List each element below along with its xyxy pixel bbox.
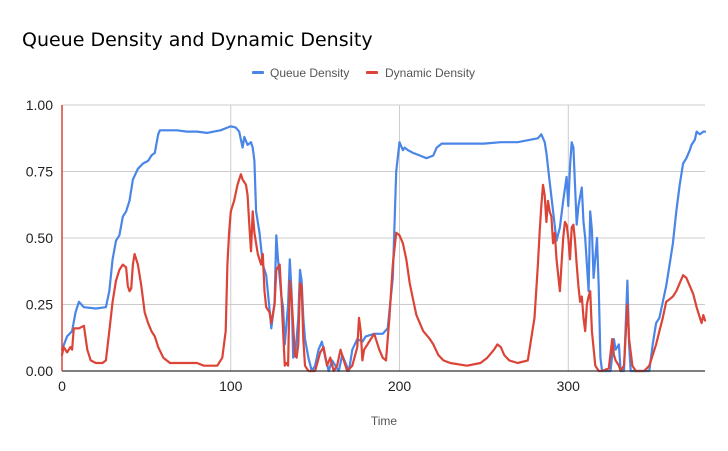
x-tick-label: 0 bbox=[58, 378, 66, 394]
y-tick-label: 0.75 bbox=[26, 164, 53, 180]
x-tick-label: 200 bbox=[388, 378, 412, 394]
x-tick-label: 300 bbox=[557, 378, 581, 394]
axes: 0.00 0.25 0.50 0.75 1.00 0 100 200 300 bbox=[26, 97, 705, 394]
y-tick-label: 0.50 bbox=[26, 230, 53, 246]
x-tick-label: 100 bbox=[219, 378, 243, 394]
y-tick-label: 0.25 bbox=[26, 297, 53, 313]
series-line-queue-density bbox=[60, 125, 707, 373]
legend-swatch-dynamic-density bbox=[366, 71, 378, 74]
series-line-dynamic-density bbox=[60, 173, 707, 373]
legend: Queue Density Dynamic Density bbox=[252, 66, 475, 80]
legend-item-dynamic-density[interactable]: Dynamic Density bbox=[366, 66, 475, 80]
chart-title: Queue Density and Dynamic Density bbox=[22, 29, 373, 51]
legend-label-dynamic-density: Dynamic Density bbox=[385, 66, 475, 80]
y-tick-label: 0.00 bbox=[26, 363, 53, 379]
x-axis-title: Time bbox=[371, 414, 398, 428]
legend-item-queue-density[interactable]: Queue Density bbox=[252, 66, 349, 80]
legend-swatch-queue-density bbox=[252, 71, 264, 74]
y-tick-label: 1.00 bbox=[26, 97, 53, 113]
legend-label-queue-density: Queue Density bbox=[270, 66, 349, 80]
series-lines bbox=[60, 125, 707, 373]
